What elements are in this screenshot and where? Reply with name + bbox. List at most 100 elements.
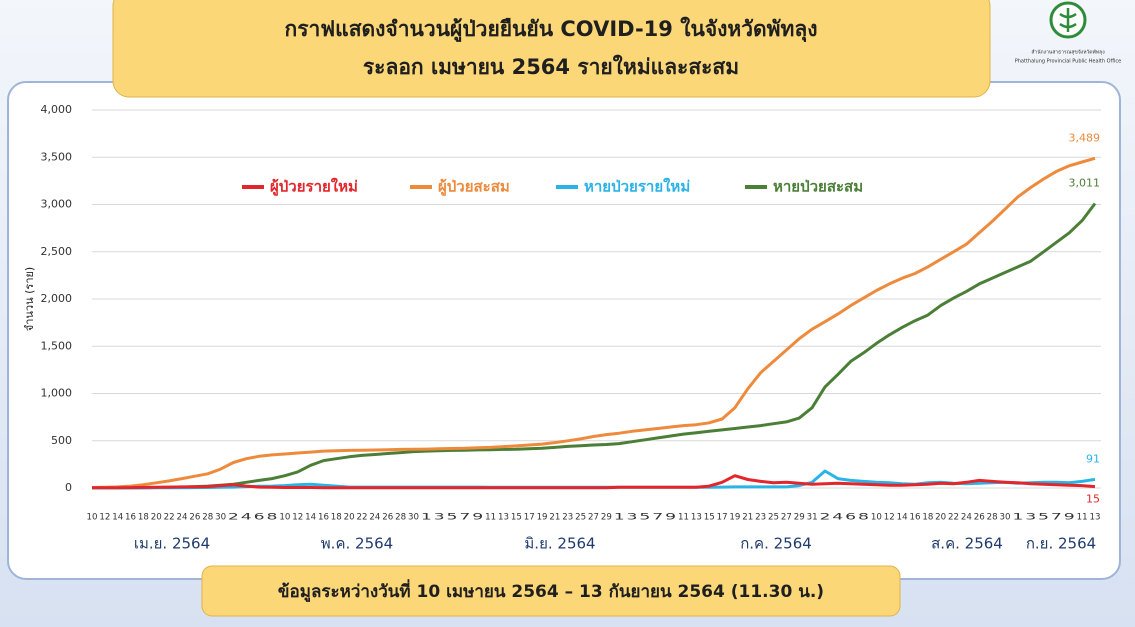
- legend-label: หายป่วยรายใหม่: [584, 178, 690, 196]
- chart-subtitle: ระลอก เมษายน 2564 รายใหม่และสะสม: [363, 54, 739, 79]
- x-tick-label: 23: [755, 513, 766, 523]
- series-line: [91, 156, 1096, 489]
- note-box: [201, 565, 901, 617]
- x-tick-label: 13: [1090, 513, 1101, 523]
- x-tick-label: 11: [678, 513, 689, 523]
- month-label: ก.ย. 2564: [1026, 535, 1096, 553]
- x-tick-label: 22: [357, 513, 368, 523]
- x-tick-label: 27: [588, 513, 599, 523]
- y-tick-label: 2,500: [41, 245, 73, 258]
- x-tick-label: 6: [845, 513, 856, 523]
- x-tick-label: 11: [485, 513, 496, 523]
- x-tick-label: 12: [99, 513, 110, 523]
- x-tick-label: 1: [1012, 513, 1023, 523]
- x-tick-label: 4: [832, 513, 843, 523]
- chart-title: กราฟแสดงจำนวนผู้ป่วยยืนยัน COVID-19 ในจั…: [285, 16, 818, 43]
- month-label: เม.ย. 2564: [134, 535, 210, 553]
- x-tick-label: 30: [408, 513, 419, 523]
- title-box: [112, 0, 991, 98]
- x-tick-label: 5: [639, 513, 650, 523]
- x-tick-label: 3: [434, 513, 445, 523]
- x-tick-label: 3: [1025, 513, 1036, 523]
- x-tick-label: 16: [318, 513, 329, 523]
- x-tick-label: 22: [948, 513, 959, 523]
- x-tick-label: 31: [807, 513, 818, 523]
- y-tick-label: 2,000: [41, 292, 73, 305]
- legend-label: ผู้ป่วยรายใหม่: [270, 178, 358, 197]
- x-tick-label: 4: [241, 513, 252, 523]
- x-tick-label: 6: [254, 513, 265, 523]
- x-tick-label: 5: [447, 513, 458, 523]
- org-name-th: สำนักงานสาธารณสุขจังหวัดพัทลุง: [1031, 50, 1105, 56]
- x-tick-label: 18: [331, 513, 342, 523]
- date-range-note: ข้อมูลระหว่างวันที่ 10 เมษายน 2564 – 13 …: [278, 579, 824, 603]
- x-tick-label: 13: [691, 513, 702, 523]
- x-tick-label: 14: [112, 513, 123, 523]
- x-tick-label: 18: [922, 513, 933, 523]
- x-tick-label: 26: [974, 513, 985, 523]
- x-tick-label: 17: [717, 513, 728, 523]
- x-tick-label: 9: [472, 513, 483, 523]
- x-tick-label: 8: [858, 513, 869, 523]
- x-tick-label: 8: [267, 513, 278, 523]
- x-tick-label: 15: [704, 513, 715, 523]
- x-tick-label: 12: [292, 513, 303, 523]
- series-line: [92, 474, 1096, 490]
- data-label: 91: [1086, 452, 1100, 465]
- x-tick-label: 5: [1038, 513, 1049, 523]
- month-label: พ.ค. 2564: [321, 535, 393, 553]
- x-tick-label: 1: [421, 513, 432, 523]
- x-tick-label: 20: [151, 513, 162, 523]
- y-axis-label: จำนวน (ราย): [23, 267, 36, 331]
- x-tick-label: 25: [575, 513, 586, 523]
- data-label: 15: [1086, 493, 1100, 506]
- month-label: ก.ค. 2564: [740, 535, 812, 553]
- x-tick-label: 7: [1051, 513, 1062, 523]
- x-tick-label: 23: [562, 513, 573, 523]
- org-name-en: Phatthalung Provincial Public Health Off…: [1015, 59, 1122, 65]
- x-tick-label: 20: [344, 513, 355, 523]
- data-label: 3,489: [1069, 131, 1101, 144]
- x-tick-label: 24: [369, 513, 380, 523]
- y-tick-label: 0: [65, 481, 72, 494]
- x-tick-label: 1: [614, 513, 625, 523]
- x-tick-label: 7: [652, 513, 663, 523]
- x-tick-label: 10: [871, 513, 882, 523]
- y-tick-label: 3,500: [41, 150, 73, 163]
- x-tick-label: 19: [729, 513, 740, 523]
- x-tick-label: 24: [961, 513, 972, 523]
- x-tick-label: 15: [511, 513, 522, 523]
- x-tick-label: 2: [819, 513, 830, 523]
- x-tick-label: 22: [164, 513, 175, 523]
- x-tick-label: 25: [768, 513, 779, 523]
- y-tick-label: 3,000: [41, 198, 73, 211]
- x-tick-label: 30: [999, 513, 1010, 523]
- x-tick-label: 20: [935, 513, 946, 523]
- x-tick-label: 27: [781, 513, 792, 523]
- x-tick-label: 28: [987, 513, 998, 523]
- y-tick-label: 500: [51, 434, 72, 447]
- x-tick-label: 29: [601, 513, 612, 523]
- x-tick-label: 26: [382, 513, 393, 523]
- x-tick-label: 11: [1077, 513, 1088, 523]
- y-tick-label: 1,500: [41, 339, 73, 352]
- x-tick-label: 2: [228, 513, 239, 523]
- x-tick-label: 14: [305, 513, 316, 523]
- x-tick-label: 26: [189, 513, 200, 523]
- data-label: 3,011: [1069, 176, 1101, 189]
- x-tick-label: 28: [395, 513, 406, 523]
- x-tick-label: 9: [1064, 513, 1075, 523]
- month-label: ส.ค. 2564: [931, 535, 1003, 553]
- x-tick-label: 18: [138, 513, 149, 523]
- x-tick-label: 16: [909, 513, 920, 523]
- logo-emblem: [1059, 8, 1077, 32]
- y-tick-label: 4,000: [41, 103, 73, 116]
- month-label: มิ.ย. 2564: [524, 535, 595, 553]
- x-tick-label: 16: [125, 513, 136, 523]
- x-tick-label: 10: [279, 513, 290, 523]
- x-tick-label: 28: [202, 513, 213, 523]
- x-tick-label: 17: [524, 513, 535, 523]
- x-tick-label: 30: [215, 513, 226, 523]
